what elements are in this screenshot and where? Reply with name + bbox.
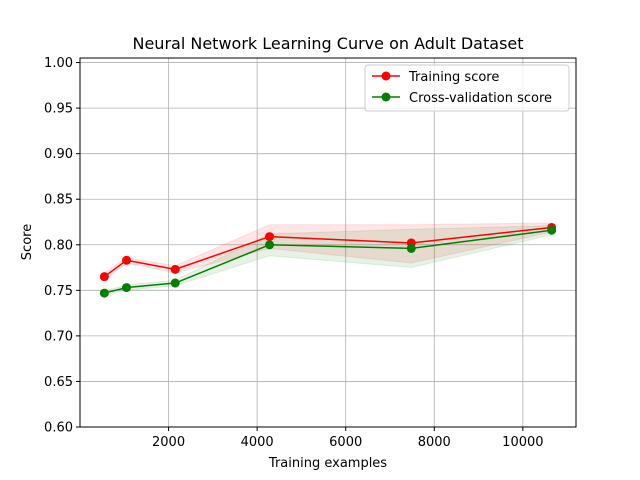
- y-tick-label: 0.80: [44, 238, 73, 253]
- legend-box: [364, 64, 570, 112]
- y-tick-label: 0.75: [44, 284, 73, 299]
- y-tick-label: 0.60: [44, 421, 73, 436]
- point-training: [170, 264, 180, 274]
- point-cv: [406, 243, 416, 253]
- point-cv: [170, 278, 180, 288]
- x-axis-ticks: 2000 4000 6000 8000 10000: [152, 427, 544, 450]
- legend-label-cv: Cross-validation score: [409, 91, 552, 106]
- point-training: [99, 272, 109, 282]
- x-tick-label: 4000: [241, 435, 274, 450]
- y-tick-label: 0.95: [44, 102, 73, 117]
- x-axis-label: Training examples: [268, 456, 387, 471]
- point-training: [122, 255, 131, 265]
- x-tick-label: 2000: [152, 435, 185, 450]
- x-tick-label: 10000: [502, 435, 543, 450]
- y-tick-label: 0.90: [44, 147, 73, 162]
- x-tick-label: 8000: [418, 435, 451, 450]
- legend: Training score Cross-validation score: [364, 64, 570, 112]
- y-tick-label: 0.85: [44, 193, 73, 208]
- legend-marker-training: [381, 71, 391, 81]
- line-training: [103, 226, 552, 278]
- legend-label-training: Training score: [408, 70, 499, 85]
- point-cv: [122, 283, 131, 293]
- x-tick-label: 6000: [329, 435, 362, 450]
- series-points: [99, 222, 557, 298]
- point-cv: [547, 225, 557, 235]
- chart-title: Neural Network Learning Curve on Adult D…: [132, 34, 523, 53]
- y-tick-label: 0.70: [44, 329, 73, 344]
- point-training: [265, 232, 275, 242]
- plot-frame: [79, 57, 577, 428]
- y-axis-label: Score: [20, 224, 35, 260]
- point-cv: [99, 288, 109, 298]
- y-axis-ticks: 0.60 0.65 0.70 0.75 0.80 0.85 0.90 0.95 1.00: [44, 56, 80, 436]
- y-tick-label: 1.00: [44, 56, 73, 71]
- legend-marker-cv: [381, 92, 391, 102]
- point-cv: [265, 240, 275, 250]
- y-tick-label: 0.65: [44, 375, 73, 390]
